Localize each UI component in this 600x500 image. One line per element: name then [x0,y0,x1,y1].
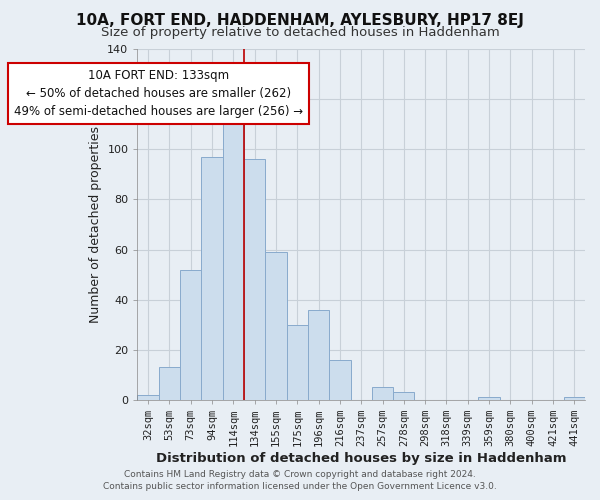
Bar [393,392,415,400]
Bar [372,388,393,400]
Text: 10A FORT END: 133sqm
← 50% of detached houses are smaller (262)
49% of semi-deta: 10A FORT END: 133sqm ← 50% of detached h… [14,69,303,118]
Bar [159,368,180,400]
X-axis label: Distribution of detached houses by size in Haddenham: Distribution of detached houses by size … [156,452,566,465]
Bar [329,360,350,400]
Bar [137,395,159,400]
Bar [563,398,585,400]
Bar [287,324,308,400]
Bar [180,270,202,400]
Bar [202,157,223,400]
Bar [265,252,287,400]
Text: Size of property relative to detached houses in Haddenham: Size of property relative to detached ho… [101,26,499,39]
Bar [223,112,244,400]
Bar [478,398,500,400]
Text: Contains HM Land Registry data © Crown copyright and database right 2024.
Contai: Contains HM Land Registry data © Crown c… [103,470,497,491]
Y-axis label: Number of detached properties: Number of detached properties [89,126,102,323]
Text: 10A, FORT END, HADDENHAM, AYLESBURY, HP17 8EJ: 10A, FORT END, HADDENHAM, AYLESBURY, HP1… [76,12,524,28]
Bar [244,160,265,400]
Bar [308,310,329,400]
